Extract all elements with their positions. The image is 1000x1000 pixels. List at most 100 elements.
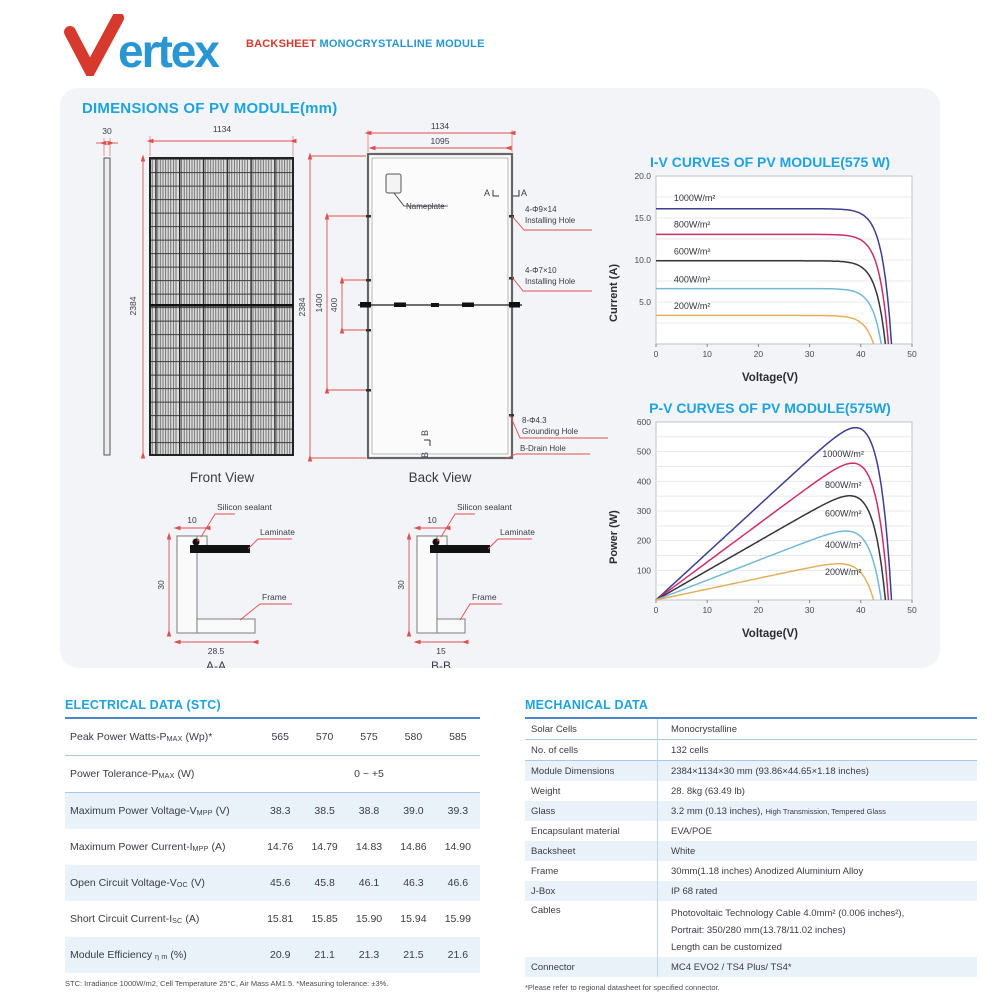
- install-hole-1-size: 4-Φ9×14: [525, 205, 557, 214]
- aa-laminate-label: Laminate: [260, 527, 295, 537]
- aa-frame-label: Frame: [262, 592, 287, 602]
- drain-hole-label: B-Drain Hole: [520, 444, 566, 453]
- svg-text:200W/m²: 200W/m²: [674, 301, 711, 311]
- grounding-hole-label: Grounding Hole: [522, 427, 579, 436]
- iv-ylabel: Current (A): [608, 263, 620, 322]
- table-row: Power Tolerance-PMAX (W) 0 ~ +5: [65, 756, 480, 793]
- table-row: Glass 3.2 mm (0.13 inches), High Transmis…: [525, 801, 977, 821]
- svg-text:30: 30: [805, 349, 815, 359]
- table-row: No. of cells 132 cells: [525, 740, 977, 761]
- table-row: Open Circuit Voltage-VOC (V) 45.6 45.8 46.…: [65, 865, 480, 901]
- svg-text:600: 600: [637, 418, 651, 427]
- section-mark-a-right: A: [521, 188, 527, 198]
- dim-bb-bottom: 15: [436, 646, 446, 656]
- dim-front-width: 1134: [213, 124, 232, 134]
- install-hole-1-label: Installing Hole: [525, 216, 576, 225]
- svg-text:0: 0: [654, 349, 659, 359]
- svg-text:10: 10: [702, 605, 712, 615]
- subtitle-backsheet: BACKSHEET: [246, 38, 317, 50]
- section-mark-a-left: A: [484, 188, 490, 198]
- module-subtitle: BACKSHEET MONOCRYSTALLINE MODULE: [246, 38, 485, 50]
- grounding-hole-size: 8-Φ4.3: [522, 416, 547, 425]
- table-row: Module Dimensions 2384×1134×30 mm (93.86×…: [525, 761, 977, 781]
- nameplate-label: Nameplate: [406, 202, 445, 211]
- pv-ylabel: Power (W): [608, 510, 620, 564]
- subtitle-module-type: MONOCRYSTALLINE MODULE: [319, 38, 485, 50]
- logo-text: ertex: [118, 25, 220, 77]
- table-row: Cables Photovoltaic Technology Cable 4.0…: [531, 905, 905, 953]
- section-aa-title: A-A: [206, 659, 226, 668]
- svg-text:100: 100: [637, 565, 651, 575]
- svg-text:800W/m²: 800W/m²: [825, 480, 862, 490]
- dim-side-30: 30: [102, 126, 112, 136]
- install-hole-2-size: 4-Φ7×10: [525, 266, 557, 275]
- table-row: Peak Power Watts-PMAX (Wp)* 565 570 575 580…: [65, 719, 480, 756]
- mechanical-data-table: MECHANICAL DATA Solar Cells Monocrystalli…: [525, 698, 977, 992]
- svg-text:1000W/m²: 1000W/m²: [822, 449, 864, 459]
- dim-inner-span: 400: [329, 298, 339, 312]
- svg-text:5.0: 5.0: [639, 297, 651, 307]
- svg-text:200W/m²: 200W/m²: [825, 567, 862, 577]
- front-view-label: Front View: [190, 470, 255, 485]
- svg-text:40: 40: [856, 605, 866, 615]
- dim-back-height: 2384: [297, 297, 307, 316]
- table-row: Short Circuit Current-ISC (A) 15.81 15.85…: [70, 913, 471, 925]
- bb-laminate-label: Laminate: [500, 527, 535, 537]
- front-view-diagram: 1134 2384 Front View: [128, 124, 297, 485]
- svg-text:0: 0: [654, 605, 659, 615]
- dim-bb-side: 30: [396, 580, 406, 590]
- dim-front-height: 2384: [128, 296, 138, 315]
- section-bb-title: B-B: [431, 659, 451, 668]
- dim-back-inner: 1095: [431, 136, 450, 146]
- bb-frame-label: Frame: [472, 592, 497, 602]
- table-row: Solar Cells Monocrystalline: [525, 719, 977, 740]
- table-row: Connector MC4 EVO2 / TS4 Plus/ TS4*: [525, 957, 977, 977]
- svg-text:200: 200: [637, 536, 651, 546]
- svg-text:20: 20: [754, 605, 764, 615]
- svg-text:10.0: 10.0: [634, 255, 651, 265]
- pv-curves-chart: P-V CURVES OF PV MODULE(575W) Power (W) …: [600, 400, 940, 640]
- mechanical-header-rule: [525, 717, 977, 719]
- module-dimension-drawing: 30 1134 2384 Front View 2384 1400 4: [96, 121, 608, 668]
- dim-aa-top: 10: [187, 515, 197, 525]
- table-row: Maximum Power Current-IMPP (A) 14.76 14.7…: [70, 841, 471, 853]
- electrical-data-title: ELECTRICAL DATA (STC): [65, 698, 221, 712]
- table-row: Weight 28. 8kg (63.49 lb): [531, 785, 745, 797]
- table-row: Maximum Power Voltage-VMPP (V) 38.3 38.5 3…: [65, 793, 480, 829]
- section-aa-diagram: 10 30 28.5 Silicon sealant Laminate Fram…: [156, 502, 295, 668]
- svg-text:30: 30: [805, 605, 815, 615]
- svg-text:800W/m²: 800W/m²: [674, 220, 711, 230]
- dimensions-panel: DIMENSIONS OF PV MODULE(mm) 30: [60, 88, 940, 668]
- pv-chart-title: P-V CURVES OF PV MODULE(575W): [649, 400, 891, 416]
- back-view-label: Back View: [409, 470, 472, 485]
- section-mark-b-bottom: B: [420, 452, 430, 458]
- svg-text:400: 400: [637, 476, 651, 486]
- table-row: Frame 30mm(1.18 inches) Anodized Aluminiu…: [531, 865, 864, 877]
- aa-sealant-label: Silicon sealant: [217, 502, 272, 512]
- bb-sealant-label: Silicon sealant: [457, 502, 512, 512]
- dim-back-outer: 1134: [431, 121, 450, 131]
- mechanical-data-title: MECHANICAL DATA: [525, 698, 649, 712]
- section-bb-diagram: 10 30 15 Silicon sealant Laminate Frame …: [396, 502, 535, 668]
- vertex-logo: ertex: [62, 6, 482, 76]
- pv-xlabel: Voltage(V): [741, 628, 798, 640]
- svg-text:20.0: 20.0: [634, 172, 651, 181]
- dim-aa-bottom: 28.5: [208, 646, 225, 656]
- iv-curves-chart: I-V CURVES OF PV MODULE(575 W) Current (…: [600, 154, 940, 384]
- svg-text:15.0: 15.0: [634, 213, 651, 223]
- iv-chart-title: I-V CURVES OF PV MODULE(575 W): [649, 154, 891, 170]
- mid-dimension-lines: [307, 152, 366, 462]
- svg-text:600W/m²: 600W/m²: [825, 508, 862, 518]
- dim-bb-top: 10: [427, 515, 437, 525]
- install-hole-2-label: Installing Hole: [525, 277, 576, 286]
- electrical-footnote: STC: Irradiance 1000W/m2, Cell Temperatu…: [65, 979, 389, 988]
- dimensions-title: DIMENSIONS OF PV MODULE(mm): [82, 100, 338, 117]
- svg-text:600W/m²: 600W/m²: [674, 247, 711, 257]
- svg-text:50: 50: [907, 349, 917, 359]
- side-view-diagram: 30: [96, 126, 118, 456]
- table-row: Module Efficiency η m (%) 20.9 21.1 21.3 21…: [65, 937, 480, 973]
- logo-checkmark-icon: [64, 14, 124, 76]
- electrical-data-table: ELECTRICAL DATA (STC) Peak Power Watts-P…: [65, 698, 480, 988]
- dim-aa-side: 30: [156, 580, 166, 590]
- section-mark-b-top: B: [420, 430, 430, 436]
